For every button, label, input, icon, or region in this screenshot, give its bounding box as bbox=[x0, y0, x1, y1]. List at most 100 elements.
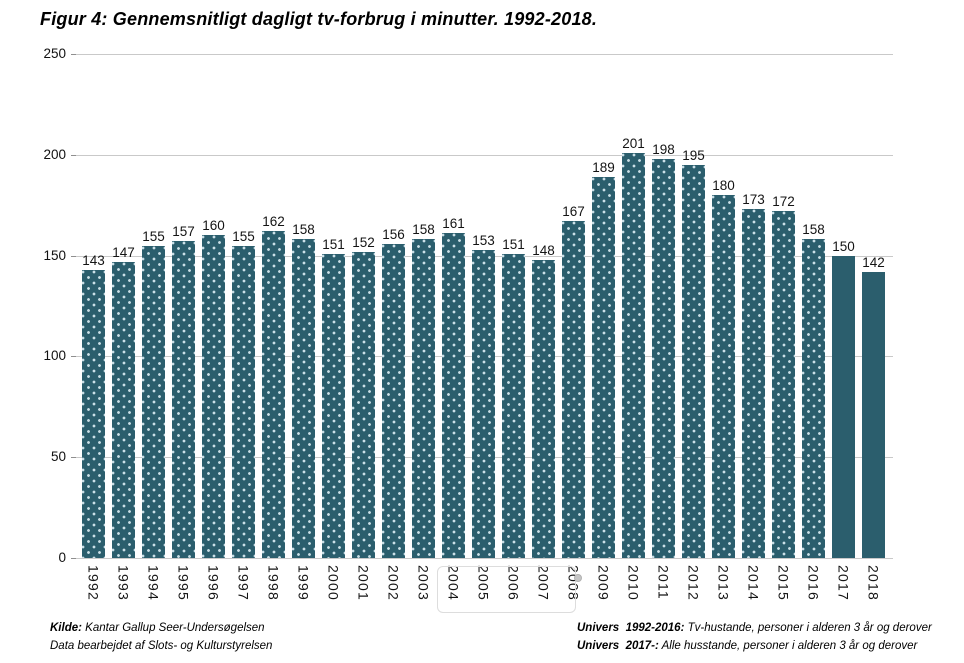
bar-2014[interactable] bbox=[742, 209, 765, 558]
source-note-text: Kantar Gallup Seer-Undersøgelsen bbox=[81, 622, 265, 634]
x-axis-label-2000: 2000 bbox=[325, 565, 342, 601]
selection-handle-icon[interactable] bbox=[574, 574, 582, 582]
x-axis-label-2012: 2012 bbox=[685, 565, 702, 601]
bar-2003[interactable] bbox=[412, 239, 435, 558]
gridline-250 bbox=[76, 54, 893, 55]
x-axis-label-1996: 1996 bbox=[205, 565, 222, 601]
universe-note-label-2: Univers 2017-: bbox=[577, 639, 659, 652]
y-axis-tick-150 bbox=[71, 255, 76, 257]
x-axis-label-2003: 2003 bbox=[415, 565, 432, 601]
value-label-2000: 151 bbox=[322, 236, 345, 252]
bar-2009[interactable] bbox=[592, 176, 615, 558]
bar-2010[interactable] bbox=[622, 152, 645, 558]
x-axis-label-2002: 2002 bbox=[385, 565, 402, 601]
bar-2002[interactable] bbox=[382, 243, 405, 558]
bar-2017[interactable] bbox=[832, 255, 855, 558]
y-axis-tick-50 bbox=[71, 457, 76, 459]
gridline-0 bbox=[76, 558, 893, 559]
bar-1993[interactable] bbox=[112, 261, 135, 558]
y-axis-tick-label-50: 50 bbox=[50, 449, 66, 465]
bar-2004[interactable] bbox=[442, 233, 465, 558]
value-label-1994: 155 bbox=[142, 228, 165, 244]
x-axis-label-2004: 2004 bbox=[445, 565, 462, 601]
value-label-2008: 167 bbox=[562, 204, 585, 220]
bar-1999[interactable] bbox=[292, 239, 315, 558]
value-label-1998: 162 bbox=[262, 214, 285, 230]
value-label-1993: 147 bbox=[112, 244, 135, 260]
value-label-1995: 157 bbox=[172, 224, 195, 240]
value-label-2011: 198 bbox=[652, 141, 675, 157]
value-label-2018: 142 bbox=[862, 254, 885, 270]
value-label-2016: 158 bbox=[802, 222, 825, 238]
bar-2005[interactable] bbox=[472, 249, 495, 558]
universe-note-text: Tv-hustande, personer i alderen 3 år og … bbox=[684, 622, 932, 634]
figure-title: Figur 4: Gennemsnitligt dagligt tv-forbr… bbox=[40, 9, 598, 29]
value-label-2017: 150 bbox=[832, 238, 855, 254]
x-axis-label-2009: 2009 bbox=[595, 565, 612, 601]
value-label-2001: 152 bbox=[352, 234, 375, 250]
value-label-2009: 189 bbox=[592, 159, 615, 175]
y-axis-tick-label-250: 250 bbox=[43, 46, 66, 61]
x-axis-label-1999: 1999 bbox=[295, 565, 312, 601]
bar-2008[interactable] bbox=[562, 221, 585, 558]
x-axis-label-2017: 2017 bbox=[835, 565, 852, 601]
y-axis-tick-200 bbox=[71, 154, 76, 156]
source-note-line-1: Kilde: Kantar Gallup Seer-Undersøgelsen bbox=[50, 620, 272, 638]
x-axis-label-2011: 2011 bbox=[655, 565, 672, 600]
value-label-1997: 155 bbox=[232, 228, 255, 244]
bar-2018[interactable] bbox=[862, 271, 885, 558]
bar-2007[interactable] bbox=[532, 259, 555, 558]
bar-2001[interactable] bbox=[352, 251, 375, 558]
bar-2011[interactable] bbox=[652, 158, 675, 558]
value-label-2014: 173 bbox=[742, 192, 765, 208]
x-axis-label-1997: 1997 bbox=[235, 565, 252, 601]
y-axis-tick-label-200: 200 bbox=[43, 146, 66, 162]
value-label-2010: 201 bbox=[622, 135, 645, 151]
x-axis-label-1992: 1992 bbox=[85, 565, 102, 601]
bar-2013[interactable] bbox=[712, 195, 735, 558]
gridline-200 bbox=[76, 154, 893, 156]
universe-note-label: Univers 1992-2016: bbox=[577, 622, 685, 634]
y-axis-tick-100 bbox=[71, 356, 76, 358]
x-axis-label-2015: 2015 bbox=[775, 565, 792, 601]
x-axis-label-2006: 2006 bbox=[505, 565, 522, 601]
bar-2015[interactable] bbox=[772, 211, 795, 558]
bar-1994[interactable] bbox=[142, 245, 165, 558]
value-label-2015: 172 bbox=[772, 194, 795, 210]
bar-2000[interactable] bbox=[322, 253, 345, 558]
bar-1997[interactable] bbox=[232, 245, 255, 558]
source-note-text-2: Data bearbejdet af Slots- og Kulturstyre… bbox=[50, 639, 273, 652]
universe-note: Univers 1992-2016: Tv-hustande, personer… bbox=[577, 620, 932, 655]
value-label-1996: 160 bbox=[202, 218, 225, 234]
bar-2016[interactable] bbox=[802, 239, 825, 558]
x-axis-label-2018: 2018 bbox=[865, 565, 882, 601]
value-label-2006: 151 bbox=[502, 236, 525, 252]
x-axis-label-1994: 1994 bbox=[145, 565, 162, 601]
bar-1995[interactable] bbox=[172, 241, 195, 558]
x-axis-label-2008: 2008 bbox=[565, 565, 582, 601]
universe-note-line-1: Univers 1992-2016: Tv-hustande, personer… bbox=[577, 620, 932, 638]
y-axis-tick-label-150: 150 bbox=[43, 247, 66, 263]
x-axis-label-2005: 2005 bbox=[475, 565, 492, 601]
x-axis-label-1998: 1998 bbox=[265, 565, 282, 601]
y-axis-tick-label-100: 100 bbox=[43, 348, 66, 364]
bar-2012[interactable] bbox=[682, 164, 705, 558]
value-label-2003: 158 bbox=[412, 222, 435, 238]
x-axis-label-1995: 1995 bbox=[175, 565, 192, 601]
bar-1998[interactable] bbox=[262, 231, 285, 558]
value-label-2012: 195 bbox=[682, 147, 705, 163]
x-axis-label-2001: 2001 bbox=[355, 565, 372, 601]
bar-1992[interactable] bbox=[82, 269, 105, 558]
y-axis-tick-250 bbox=[71, 54, 76, 55]
value-label-2002: 156 bbox=[382, 226, 405, 242]
y-axis-tick-0 bbox=[71, 558, 76, 559]
bar-1996[interactable] bbox=[202, 235, 225, 558]
value-label-2004: 161 bbox=[442, 216, 465, 232]
source-note-line-2: Data bearbejdet af Slots- og Kulturstyre… bbox=[50, 638, 272, 656]
x-axis-label-2010: 2010 bbox=[625, 565, 642, 601]
x-axis-label-1993: 1993 bbox=[115, 565, 132, 601]
value-label-2013: 180 bbox=[712, 178, 735, 194]
bar-2006[interactable] bbox=[502, 253, 525, 558]
y-axis-tick-label-0: 0 bbox=[58, 550, 66, 565]
